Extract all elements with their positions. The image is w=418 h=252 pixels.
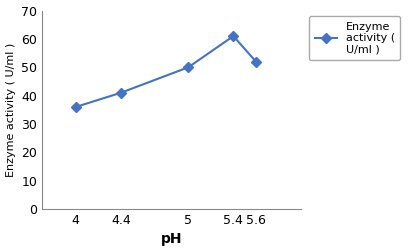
Y-axis label: Enzyme activity ( U/ml ): Enzyme activity ( U/ml )	[5, 43, 15, 177]
Enzyme
activity (
U/ml )	[253, 60, 258, 63]
Enzyme
activity (
U/ml )	[231, 35, 236, 38]
Enzyme
activity (
U/ml )	[186, 66, 191, 69]
Enzyme
activity (
U/ml )	[73, 105, 78, 108]
Enzyme
activity (
U/ml )	[118, 91, 123, 94]
Legend: Enzyme
activity (
U/ml ): Enzyme activity ( U/ml )	[309, 16, 400, 60]
Line: Enzyme
activity (
U/ml ): Enzyme activity ( U/ml )	[72, 33, 260, 110]
X-axis label: pH: pH	[161, 232, 182, 246]
